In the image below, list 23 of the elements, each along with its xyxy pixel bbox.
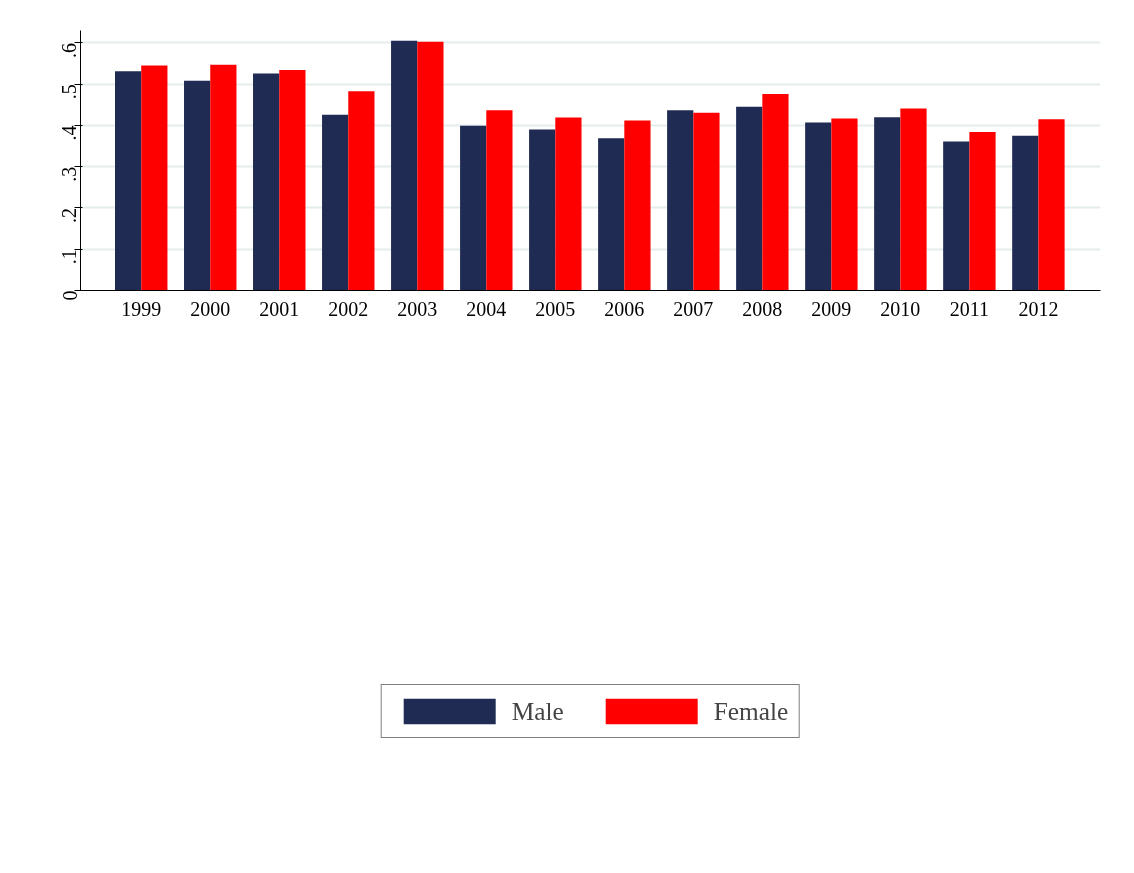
x-tick-label: 2003 <box>397 297 438 320</box>
y-tick-label: .6 <box>58 42 81 58</box>
x-tick-label: 2004 <box>466 297 507 320</box>
x-tick-label: 2011 <box>949 297 990 320</box>
x-tick-label: 2001 <box>259 297 300 320</box>
legend-label: Male <box>511 696 564 726</box>
x-tick-label: 2005 <box>535 297 576 320</box>
x-tick-label: 2002 <box>328 297 369 320</box>
x-tick-label: 2000 <box>190 297 231 320</box>
y-tick-label: .1 <box>58 249 81 265</box>
y-tick-label: .5 <box>58 84 81 100</box>
x-tick-label: 2008 <box>742 297 783 320</box>
y-tick-label: .2 <box>58 207 81 223</box>
y-tick-label: .4 <box>58 125 81 141</box>
x-tick-label: 2006 <box>604 297 645 320</box>
y-tick-label: 0 <box>58 290 81 301</box>
y-tick-label: .3 <box>58 166 81 182</box>
x-tick-label: 2007 <box>673 297 714 320</box>
x-tick-label: 1999 <box>121 297 162 320</box>
x-tick-label: 2009 <box>811 297 852 320</box>
x-tick-label: 2010 <box>880 297 921 320</box>
x-tick-label: 2012 <box>1018 297 1059 320</box>
legend-label: Female <box>713 696 789 726</box>
